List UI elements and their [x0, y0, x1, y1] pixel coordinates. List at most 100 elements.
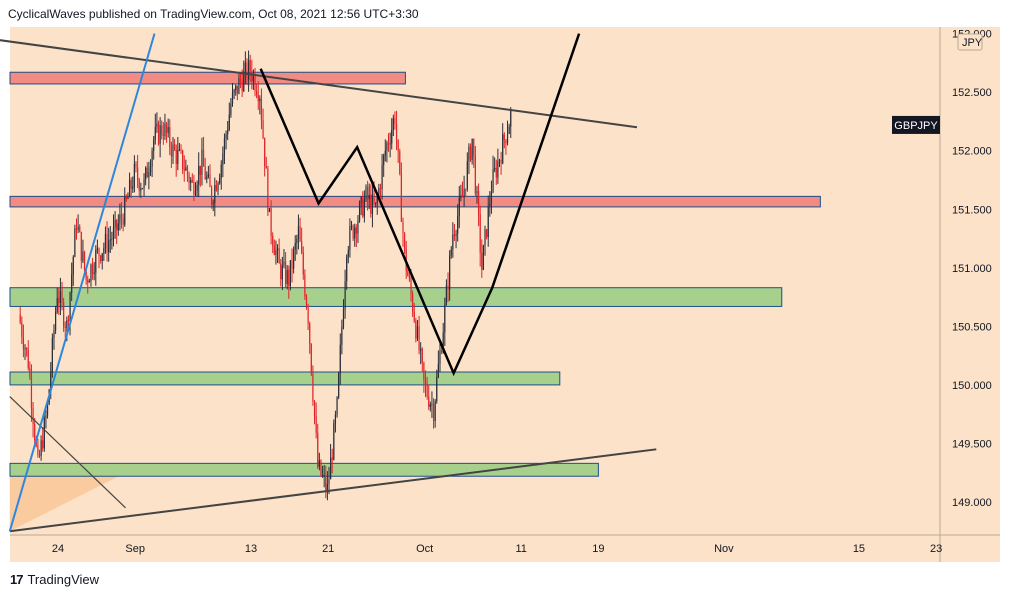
plot-background: [10, 27, 940, 535]
candle-body: [64, 326, 66, 328]
candle-body: [410, 278, 412, 295]
price-tick-label[interactable]: 151.000: [952, 263, 992, 275]
candle-body: [449, 255, 451, 290]
zones[interactable]: [9, 71, 821, 477]
time-tick-label[interactable]: 23: [930, 543, 942, 555]
candle-body: [494, 167, 496, 170]
blue-trendline[interactable]: [8, 33, 156, 532]
candle-body: [106, 233, 108, 253]
candle-body: [312, 373, 314, 402]
support-zone-3[interactable]: [9, 287, 783, 307]
candle-body: [98, 248, 100, 256]
time-tick-label[interactable]: 24: [52, 543, 64, 555]
price-tick-label[interactable]: 152.000: [952, 146, 992, 158]
candle-body: [333, 423, 335, 460]
candle-body: [481, 252, 483, 270]
price-tick-label[interactable]: 149.000: [952, 497, 992, 509]
publisher-line: CyclicalWaves published on TradingView.c…: [8, 7, 419, 21]
candle-body: [257, 94, 259, 102]
candle-body: [96, 248, 99, 250]
time-tick-label[interactable]: Oct: [416, 543, 433, 555]
candle-body: [302, 252, 304, 275]
candle-body: [460, 195, 462, 199]
candle-body: [230, 103, 232, 115]
price-tick-label[interactable]: 151.500: [952, 204, 992, 216]
candle-body: [367, 186, 369, 200]
symbol-label: GBPJPY: [894, 120, 938, 132]
candle-body: [91, 264, 94, 274]
candle-body: [330, 457, 332, 480]
candle-body: [51, 338, 53, 372]
price-tick-label[interactable]: 150.000: [952, 380, 992, 392]
candle-body: [178, 149, 181, 151]
candle-body: [260, 98, 263, 121]
candle-body: [196, 184, 198, 191]
candle-body: [288, 269, 290, 286]
candle-body: [212, 203, 214, 205]
candle-body: [252, 74, 255, 82]
candle-body: [347, 250, 349, 258]
candle-body: [80, 231, 82, 262]
candle-body: [238, 78, 240, 94]
candle-body: [275, 250, 277, 255]
candle-body: [219, 178, 221, 184]
time-tick-label[interactable]: 11: [515, 543, 526, 555]
candle-body: [227, 129, 229, 135]
candle-body: [286, 269, 288, 284]
candle-body: [206, 176, 208, 180]
candle-body: [222, 153, 224, 165]
candle-body: [120, 214, 123, 219]
candle-body: [202, 149, 205, 167]
candle-body: [42, 440, 44, 449]
time-tick-label[interactable]: 15: [853, 543, 865, 555]
upper-trendline[interactable]: [0, 34, 638, 129]
candle-body: [376, 197, 378, 203]
price-tick-label[interactable]: 149.500: [952, 438, 992, 450]
support-zone-5[interactable]: [9, 462, 599, 477]
candle-body: [484, 229, 486, 246]
candle-body: [61, 290, 63, 303]
wave-projection-line[interactable]: [259, 33, 581, 377]
candle-body: [444, 304, 446, 333]
resistance-zone-1[interactable]: [9, 71, 406, 85]
candle-body: [59, 290, 62, 303]
candle-body: [482, 245, 485, 270]
resistance-zone-2[interactable]: [9, 195, 821, 208]
candle-body: [30, 377, 33, 409]
time-tick-label[interactable]: Nov: [714, 543, 734, 555]
candle-body: [125, 196, 127, 199]
support-zone-4[interactable]: [9, 371, 561, 386]
candle-body: [53, 330, 55, 339]
candle-body: [183, 169, 185, 171]
candle-body: [452, 234, 454, 250]
candle-body: [124, 196, 126, 225]
candle-body: [72, 256, 74, 275]
candle-body: [354, 227, 356, 239]
projection-path[interactable]: [259, 33, 581, 377]
time-tick-label[interactable]: 19: [592, 543, 604, 555]
candle-body: [283, 261, 285, 266]
footer[interactable]: 17 TradingView: [10, 572, 99, 587]
candle-body: [293, 249, 295, 269]
price-tick-label[interactable]: 152.500: [952, 87, 992, 99]
time-tick-label[interactable]: Sep: [125, 543, 145, 555]
lower-trendline[interactable]: [9, 448, 657, 533]
candle-body: [360, 197, 362, 204]
time-axis[interactable]: 24 Sep 13 21 Oct 11 19 Nov 15 23: [52, 543, 942, 555]
shaded-region: [9, 472, 126, 532]
candle-body: [442, 332, 444, 353]
symbol-label-box: [892, 115, 940, 134]
price-tick-label[interactable]: 150.500: [952, 321, 992, 333]
time-tick-label[interactable]: 21: [322, 543, 334, 555]
trendlines[interactable]: [0, 33, 657, 533]
short-trendline[interactable]: [9, 396, 126, 509]
candle-body: [466, 161, 468, 189]
candle-body: [471, 138, 473, 160]
candle-body: [429, 404, 431, 407]
candle-body: [355, 227, 357, 234]
time-tick-label[interactable]: 13: [245, 543, 257, 555]
candle-body: [220, 164, 222, 179]
candle-body: [500, 160, 502, 164]
candle-body: [505, 139, 507, 144]
